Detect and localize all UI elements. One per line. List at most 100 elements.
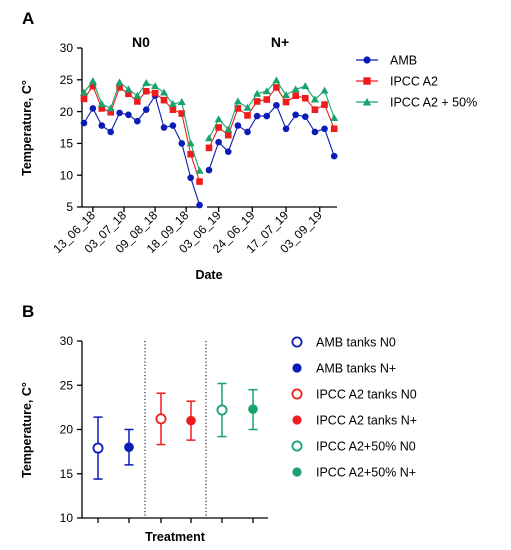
legend-item-amb: AMB (356, 54, 417, 68)
data-point (97, 99, 106, 107)
data-point (273, 84, 280, 91)
panel-a-y-axis-title: Temperature, C° (20, 80, 34, 176)
y-tick-label: 15 (60, 467, 74, 481)
mean-point (248, 404, 258, 414)
data-point (106, 104, 115, 112)
data-point (310, 95, 319, 103)
legend-item-ipcc-a2-n0: IPCC A2 tanks N0 (291, 388, 417, 402)
data-point (178, 110, 186, 117)
data-point (263, 96, 271, 103)
data-point (244, 112, 251, 119)
legend-item-ipcc-a2-50-n0: IPCC A2+50% N0 (291, 440, 416, 454)
data-point (115, 78, 124, 86)
y-tick-label: 15 (60, 137, 74, 151)
data-point (169, 106, 177, 113)
legend-open-circle-marker (291, 336, 303, 348)
data-point (253, 89, 262, 97)
data-point (160, 124, 168, 131)
data-point (151, 82, 160, 90)
data-point (330, 113, 339, 121)
data-point (272, 76, 281, 84)
legend-item-ipcc-a2-nplus: IPCC A2 tanks N+ (292, 414, 417, 428)
mean-point (216, 404, 228, 416)
data-point (89, 105, 97, 112)
data-point (292, 92, 299, 99)
data-point (321, 125, 328, 133)
data-point (195, 166, 204, 174)
data-point (233, 97, 242, 105)
y-tick-label: 30 (60, 41, 74, 55)
legend-label-amb-nplus: AMB tanks N+ (316, 362, 396, 376)
data-point (187, 174, 194, 182)
legend-open-circle-marker (291, 388, 303, 400)
legend-item-ipcc-a2-50: IPCC A2 + 50% (356, 96, 477, 110)
data-point (263, 112, 271, 120)
legend-label-ipcc-a2-50-nplus: IPCC A2+50% N+ (316, 466, 416, 480)
data-point (196, 201, 203, 209)
panel-b-y-ticks: 10 15 20 25 30 (60, 334, 82, 525)
error-bar-group (248, 388, 258, 431)
data-point (215, 124, 222, 131)
legend-open-circle-marker (291, 440, 303, 452)
panel-a-y-ticks: 5 10 15 20 25 30 (60, 41, 82, 214)
data-point (178, 140, 186, 147)
y-tick-label: 20 (60, 423, 74, 437)
panel-a: A N0 N+ 5 10 15 20 25 30 Temperature, C° 13_0… (20, 9, 477, 282)
panel-a-plot-area (80, 76, 339, 209)
data-point (160, 96, 168, 104)
data-point (224, 125, 233, 133)
legend-label-ipcc-a2-50: IPCC A2 + 50% (390, 96, 477, 110)
data-point (234, 122, 242, 129)
mean-point (186, 415, 196, 426)
data-point (80, 88, 88, 96)
data-point (224, 148, 232, 155)
data-point (244, 128, 251, 136)
data-point (169, 122, 177, 129)
data-point (133, 91, 142, 99)
data-point (330, 152, 338, 160)
data-point (234, 105, 242, 112)
data-point (311, 128, 319, 136)
legend-label-ipcc-a2-n0: IPCC A2 tanks N0 (316, 388, 417, 402)
panel-b-x-axis-title: Treatment (145, 530, 206, 544)
legend-item-amb-n0: AMB tanks N0 (291, 336, 396, 350)
legend-label-ipcc-a2-nplus: IPCC A2 tanks N+ (316, 414, 417, 428)
data-point (142, 87, 150, 95)
y-tick-label: 10 (60, 168, 74, 182)
data-point (142, 78, 151, 86)
data-point (98, 105, 106, 112)
data-point (134, 117, 141, 125)
data-point (186, 139, 195, 147)
series-line (208, 79, 335, 139)
error-bar-group (92, 416, 104, 480)
data-point (205, 134, 213, 142)
data-point (187, 150, 194, 158)
legend-filled-circle-marker (292, 415, 302, 425)
data-point (253, 98, 261, 105)
mean-point (92, 442, 104, 454)
panel-b: B 10 15 20 25 30 Temperature, C° Treatment A… (20, 302, 417, 544)
data-point (125, 90, 132, 98)
panel-b-x-ticks (97, 518, 254, 523)
panel-a-title-n0: N0 (132, 34, 150, 50)
data-point (321, 101, 328, 108)
data-point (214, 115, 223, 123)
data-point (224, 131, 232, 139)
panel-a-x-ticks: 13_06_1803_07_1809_08_1818_09_1803_06_19… (50, 207, 325, 256)
data-point (301, 94, 309, 102)
data-point (88, 77, 97, 85)
data-point (320, 86, 329, 94)
data-point (243, 103, 252, 111)
data-point (116, 84, 123, 91)
data-point (205, 144, 213, 152)
data-point (177, 98, 186, 106)
panel-a-title-nplus: N+ (271, 34, 289, 50)
error-bar-group (155, 392, 167, 446)
data-point (89, 82, 97, 90)
data-point (142, 106, 150, 113)
y-tick-label: 5 (66, 200, 73, 214)
data-point (253, 112, 261, 120)
data-point (160, 88, 168, 96)
error-bar-group (186, 400, 196, 441)
